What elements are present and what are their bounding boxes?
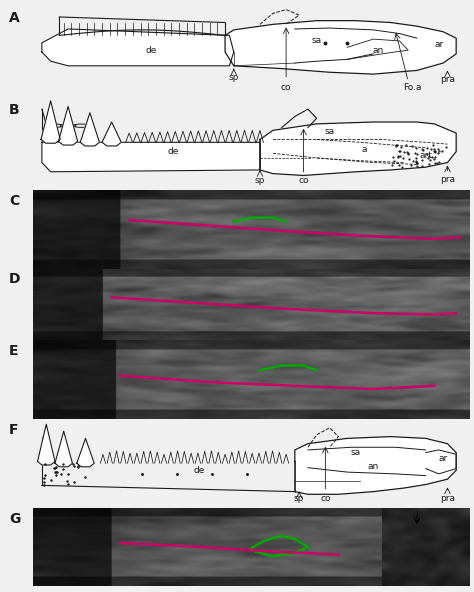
Polygon shape (102, 122, 121, 146)
Text: A: A (9, 11, 20, 24)
Text: sp: sp (294, 494, 304, 503)
Text: de: de (193, 466, 205, 475)
Polygon shape (260, 122, 456, 175)
Text: co: co (281, 82, 292, 92)
Text: E: E (9, 345, 18, 358)
Polygon shape (41, 101, 60, 143)
Text: an: an (368, 462, 379, 471)
Text: sa: sa (311, 37, 322, 46)
Polygon shape (58, 107, 78, 145)
Polygon shape (80, 113, 100, 146)
Polygon shape (295, 437, 456, 494)
Text: sp: sp (228, 73, 239, 82)
Text: ar: ar (438, 454, 448, 464)
Text: sp: sp (255, 176, 265, 185)
Text: F: F (9, 423, 18, 437)
Text: sa: sa (325, 127, 335, 136)
Text: pra: pra (440, 494, 455, 503)
Polygon shape (55, 432, 73, 466)
Text: D: D (9, 272, 21, 287)
Text: de: de (167, 147, 178, 156)
Polygon shape (77, 439, 94, 466)
Polygon shape (42, 29, 234, 66)
Text: pra: pra (440, 175, 455, 184)
Polygon shape (225, 21, 456, 74)
Text: C: C (9, 194, 19, 208)
Text: a: a (362, 145, 367, 154)
Polygon shape (37, 424, 55, 465)
Text: an: an (372, 46, 383, 54)
Text: ar: ar (434, 40, 443, 49)
Text: j: j (416, 509, 418, 519)
Text: art: art (419, 151, 432, 160)
Polygon shape (42, 142, 260, 172)
Text: de: de (145, 46, 156, 54)
Text: sa: sa (351, 448, 361, 457)
Text: co: co (320, 494, 330, 503)
Text: B: B (9, 102, 20, 117)
Text: Fo.a: Fo.a (403, 82, 422, 92)
Text: co: co (298, 176, 309, 185)
Text: pra: pra (440, 75, 455, 84)
Text: G: G (9, 511, 20, 526)
